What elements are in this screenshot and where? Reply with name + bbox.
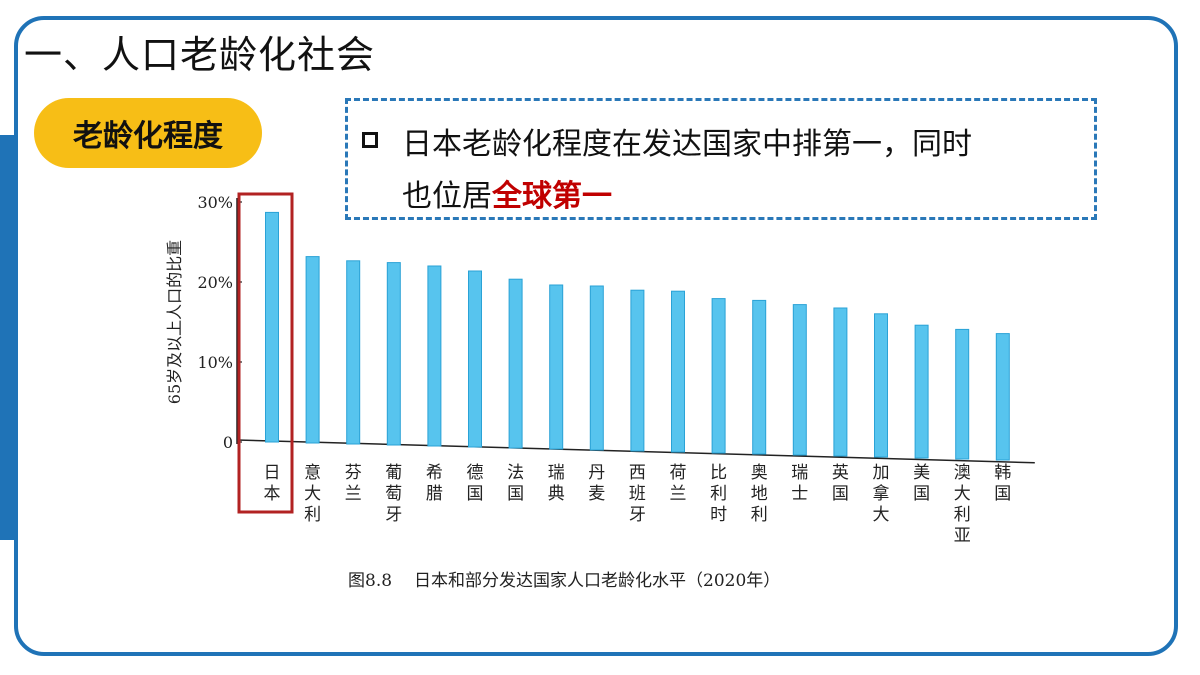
bar-12 — [711, 298, 726, 454]
x-tick-label: 加拿大 — [873, 463, 890, 525]
callout-line-2: 也位居全球第一 — [402, 171, 612, 215]
y-tick-label: 10% — [197, 353, 233, 372]
slide-title: 一、人口老龄化社会 — [24, 33, 376, 77]
y-tick-label: 30% — [197, 193, 233, 212]
x-tick-label: 韩国 — [994, 463, 1011, 504]
square-bullet-icon — [362, 132, 378, 148]
x-tick-label: 德国 — [467, 463, 484, 504]
japan-highlight-box — [237, 192, 294, 514]
bar-6 — [468, 270, 482, 448]
x-tick-label: 意大利 — [304, 463, 321, 525]
figure-caption-text: 日本和部分发达国家人口老龄化水平（2020年） — [414, 571, 781, 591]
bar-8 — [549, 284, 564, 450]
x-tick-label: 日本 — [264, 463, 281, 504]
topic-badge: 老龄化程度 — [34, 98, 262, 168]
x-tick-label: 瑞士 — [791, 463, 808, 504]
bar-14 — [792, 304, 807, 456]
x-tick-label: 澳大利亚 — [954, 463, 971, 546]
x-tick-label: 瑞典 — [548, 463, 565, 504]
left-accent-bar — [0, 135, 14, 540]
bar-9 — [589, 285, 604, 451]
bar-4 — [386, 262, 401, 446]
x-tick-label: 西班牙 — [629, 463, 646, 525]
figure-caption: 图8.8 日本和部分发达国家人口老龄化水平（2020年） — [348, 566, 780, 591]
bar-5 — [427, 265, 442, 447]
callout-highlight: 全球第一 — [492, 179, 612, 214]
callout-line-1: 日本老龄化程度在发达国家中排第一，同时 — [402, 127, 972, 162]
bar-1 — [265, 211, 279, 443]
x-tick-label: 芬兰 — [345, 463, 362, 504]
bar-11 — [671, 290, 685, 453]
bar-3 — [346, 260, 361, 445]
x-tick-label: 美国 — [913, 463, 930, 504]
bar-2 — [305, 256, 320, 444]
figure-number: 图8.8 — [348, 571, 393, 591]
bar-10 — [630, 289, 645, 452]
bar-16 — [874, 313, 888, 458]
y-axis-title: 65岁及以上人口的比重 — [165, 240, 184, 404]
x-tick-label: 葡萄牙 — [385, 463, 402, 525]
callout-box: 日本老龄化程度在发达国家中排第一，同时 也位居全球第一 — [345, 98, 1097, 220]
x-tick-label: 比利时 — [710, 463, 727, 525]
x-tick-label: 丹麦 — [588, 463, 605, 504]
x-tick-label: 法国 — [507, 463, 524, 504]
y-tick-label: 20% — [197, 273, 233, 292]
bar-17 — [914, 324, 929, 459]
bar-7 — [508, 278, 523, 449]
bar-13 — [752, 299, 767, 455]
y-tick-label: 0 — [223, 433, 233, 452]
x-tick-label: 英国 — [832, 463, 849, 504]
x-tick-label: 奥地利 — [751, 463, 768, 525]
bar-18 — [955, 328, 970, 460]
callout-line-2-prefix: 也位居 — [402, 179, 492, 214]
x-tick-label: 希腊 — [426, 463, 443, 504]
bar-15 — [833, 307, 848, 457]
bar-19 — [995, 333, 1010, 461]
x-tick-label: 荷兰 — [670, 463, 687, 504]
